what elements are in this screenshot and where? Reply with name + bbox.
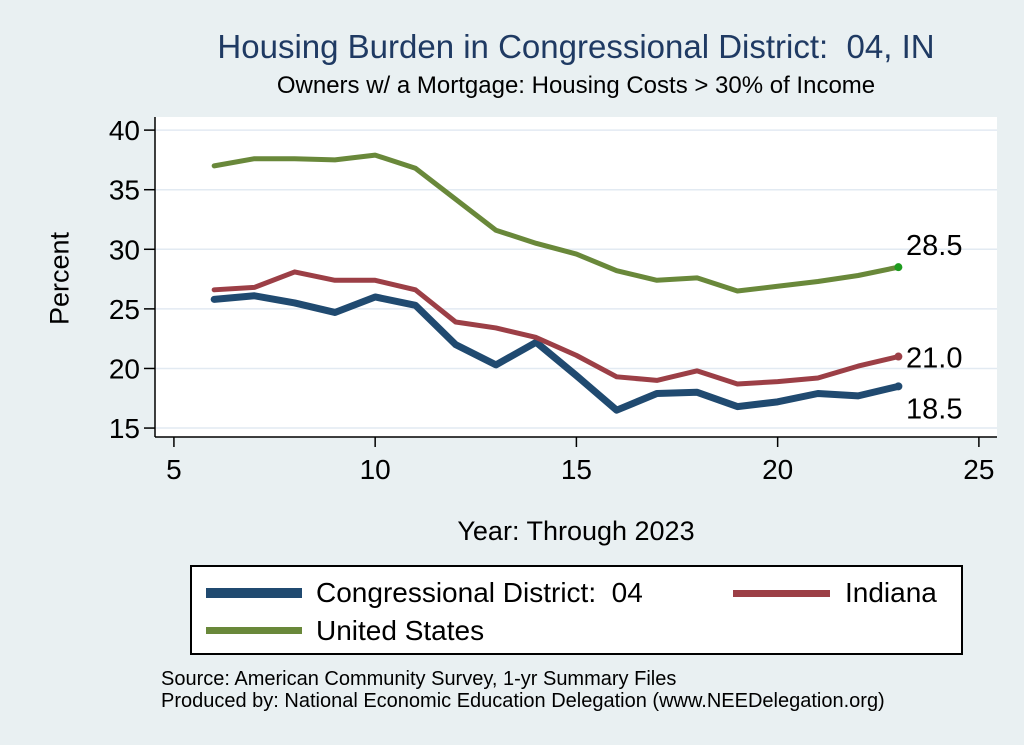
series-end-label-cd04: 18.5 xyxy=(906,393,962,425)
y-tick-label: 20 xyxy=(109,353,140,384)
x-tick-label: 20 xyxy=(762,454,793,485)
legend-label-indiana: Indiana xyxy=(845,577,937,608)
footer-produced-line: Produced by: National Economic Education… xyxy=(161,690,885,712)
legend-label-us: United States xyxy=(316,615,485,646)
x-tick-label: 15 xyxy=(561,454,592,485)
series-end-dot-indiana xyxy=(894,352,903,361)
y-tick-label: 15 xyxy=(109,413,140,444)
x-tick-label: 25 xyxy=(963,454,994,485)
x-axis-title: Year: Through 2023 xyxy=(457,516,695,546)
series-end-dot-us xyxy=(894,263,903,272)
legend-swatch-us xyxy=(206,627,302,634)
x-tick-label: 5 xyxy=(166,454,182,485)
series-end-label-us: 28.5 xyxy=(906,230,962,262)
chart-footer: Source: American Community Survey, 1-yr … xyxy=(161,668,1001,712)
x-tick-label: 10 xyxy=(360,454,391,485)
legend-label-cd04: Congressional District: 04 xyxy=(316,577,643,608)
chart-title: Housing Burden in Congressional District… xyxy=(217,28,935,65)
series-line-cd04 xyxy=(210,292,902,414)
chart-subtitle: Owners w/ a Mortgage: Housing Costs > 30… xyxy=(276,72,876,99)
y-tick-label: 40 xyxy=(109,115,140,146)
y-tick-label: 25 xyxy=(109,294,140,325)
y-tick-label: 35 xyxy=(109,175,140,206)
footer-source-line: Source: American Community Survey, 1-yr … xyxy=(161,668,677,690)
series-line-us xyxy=(211,152,901,294)
legend-swatch-cd04 xyxy=(206,588,302,598)
legend-swatch-indiana xyxy=(733,590,830,597)
legend-box: Congressional District: 04 Indiana Unite… xyxy=(190,565,963,655)
y-tick-label: 30 xyxy=(109,234,140,265)
y-axis-title: Percent xyxy=(44,231,75,326)
series-line-indiana xyxy=(211,269,901,387)
series-end-label-indiana: 21.0 xyxy=(906,343,962,375)
series-end-dot-cd04 xyxy=(894,382,903,391)
